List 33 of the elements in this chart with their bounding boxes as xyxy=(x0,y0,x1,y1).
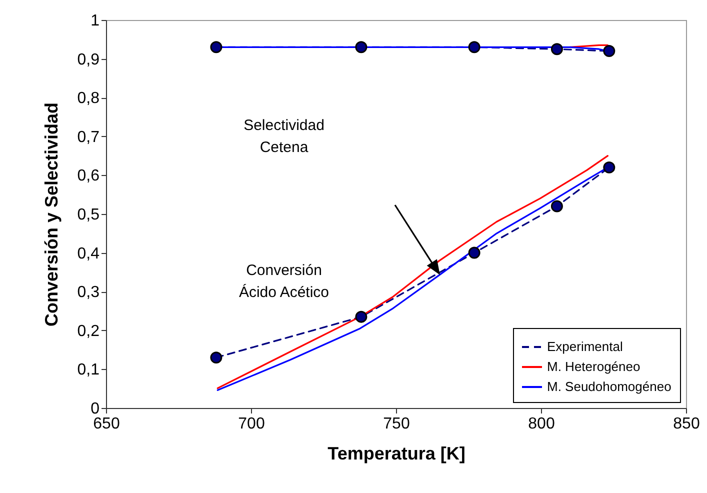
legend-label: M. Seudohomogéneo xyxy=(547,379,672,394)
point xyxy=(210,352,222,364)
x-tick-label: 650 xyxy=(93,416,120,432)
y-tick-label: 0,5 xyxy=(77,206,100,224)
point xyxy=(603,161,616,174)
y-tick-label: 0,1 xyxy=(77,362,100,379)
y-tick-label: 0,2 xyxy=(77,322,100,340)
annotation: Conversión Ácido Acético xyxy=(238,262,330,301)
legend-label: Experimental xyxy=(547,339,623,354)
legend-label: M. Heterogéneo xyxy=(547,359,640,374)
x-tick-label: 750 xyxy=(383,416,410,432)
y-tick-label: 0,6 xyxy=(77,168,100,185)
y-tick-label: 0,4 xyxy=(77,245,100,262)
y-tick-label: 1 xyxy=(90,12,100,30)
x-tick-label: 800 xyxy=(528,416,555,432)
y-tick-label: 0,9 xyxy=(77,51,100,68)
y-tick-label: 0,7 xyxy=(77,128,100,146)
x-axis-title: Temperatura [K] xyxy=(328,444,466,464)
point xyxy=(603,45,616,58)
y-tick-label: 0 xyxy=(90,400,100,418)
y-axis-title: Conversión y Selectividad xyxy=(41,102,62,327)
point xyxy=(550,200,563,212)
y-tick-label: 0,3 xyxy=(77,284,100,302)
annotation: Selectividad Cetena xyxy=(244,117,324,156)
point xyxy=(468,246,480,259)
point xyxy=(210,41,222,54)
point xyxy=(355,310,368,323)
point xyxy=(355,41,368,54)
point xyxy=(468,41,480,54)
y-tick-label: 0,8 xyxy=(77,90,100,108)
x-tick-label: 700 xyxy=(238,416,265,432)
x-tick-label: 850 xyxy=(673,416,700,432)
point xyxy=(550,43,563,56)
